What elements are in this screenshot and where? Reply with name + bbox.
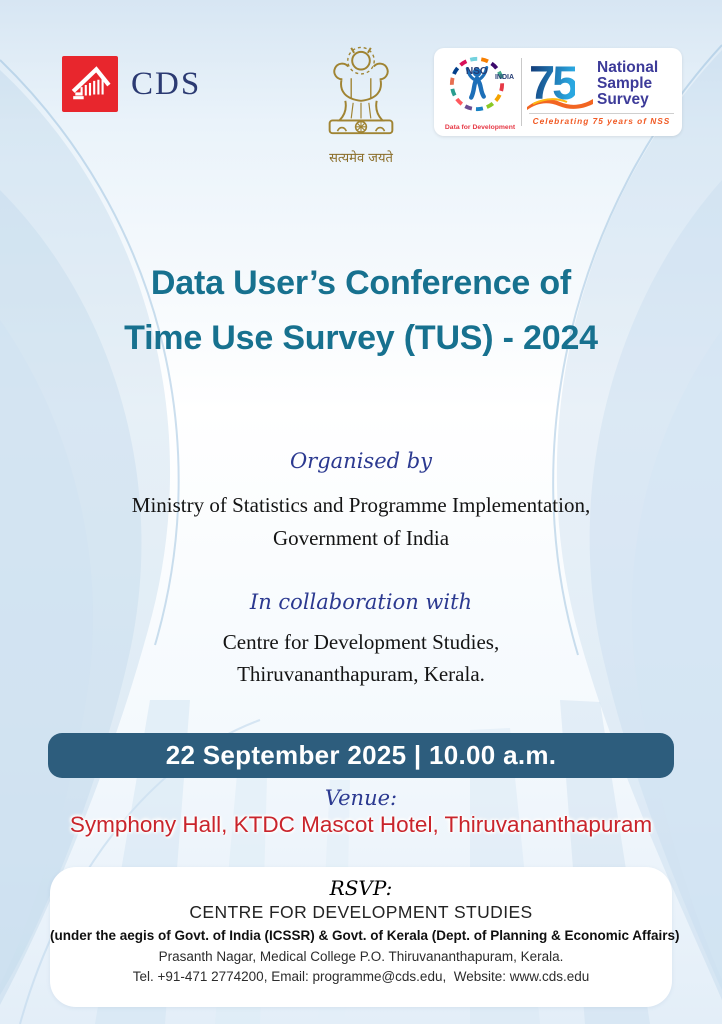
venue-label: Venue: — [324, 786, 398, 810]
nso-india-label: INDIA — [494, 74, 514, 81]
nso-logo: NSO INDIA Data for Development — [442, 52, 515, 132]
organiser-name: Ministry of Statistics and Programme Imp… — [0, 489, 722, 554]
nss-name-line: Survey — [597, 91, 649, 109]
title-line-2: Time Use Survey (TUS) - 2024 — [124, 319, 598, 358]
rsvp-organisation: CENTRE FOR DEVELOPMENT STUDIES — [189, 902, 533, 922]
rsvp-label: RSVP: — [329, 876, 393, 900]
nss-name: National Sample Survey — [597, 58, 659, 109]
logo-divider — [521, 58, 522, 126]
venue-value: Symphony Hall, KTDC Mascot Hotel, Thiruv… — [69, 812, 653, 837]
collaborator-name: Centre for Development Studies, Thiruvan… — [0, 627, 722, 690]
nso-label: NSO — [466, 66, 488, 77]
page-title: Data User’s Conference of Time Use Surve… — [0, 256, 722, 366]
nss-name-line: National — [597, 58, 659, 76]
rsvp-aegis-line: (under the aegis of Govt. of India (ICSS… — [50, 928, 680, 943]
nss-logo-card: NSO INDIA Data for Development 75 Nation… — [434, 48, 682, 136]
rsvp-contact: Tel. +91-471 2774200, Email: programme@c… — [132, 969, 590, 984]
collaborator-line-1: Centre for Development Studies, — [222, 630, 500, 654]
national-emblem: सत्यमेव जयते — [315, 44, 407, 166]
datetime-banner: 22 September 2025 | 10.00 a.m. — [48, 733, 674, 778]
national-emblem-icon — [328, 46, 394, 135]
collaborator-line-2: Thiruvananthapuram, Kerala. — [237, 661, 485, 686]
rsvp-address: Prasanth Nagar, Medical College P.O. Thi… — [158, 949, 564, 964]
nss-name-line: Sample — [597, 74, 653, 92]
nso-figure-icon — [465, 66, 489, 100]
organiser-line-2: Government of India — [272, 525, 450, 550]
collaboration-label: In collaboration with — [249, 590, 473, 614]
nss-celebrating-text: Celebrating 75 years of NSS — [529, 113, 674, 126]
organised-by-label: Organised by — [289, 449, 433, 473]
nso-tagline: Data for Development — [444, 124, 516, 131]
wave-icon — [527, 98, 593, 110]
organiser-line-1: Ministry of Statistics and Programme Imp… — [131, 493, 591, 517]
nss-75-number: 75 — [527, 58, 593, 110]
rsvp-card: RSVP: CENTRE FOR DEVELOPMENT STUDIES (un… — [50, 867, 680, 1007]
cds-building-icon — [62, 56, 118, 112]
cds-logo: CDS — [62, 56, 201, 112]
cds-wordmark: CDS — [131, 65, 202, 102]
nss-75-logo: 75 National Sample Survey Celebrating 75… — [527, 58, 674, 126]
title-line-1: Data User’s Conference of — [150, 264, 572, 302]
nso-ring-icon — [449, 56, 505, 112]
emblem-motto: सत्यमेव जयते — [329, 151, 393, 166]
